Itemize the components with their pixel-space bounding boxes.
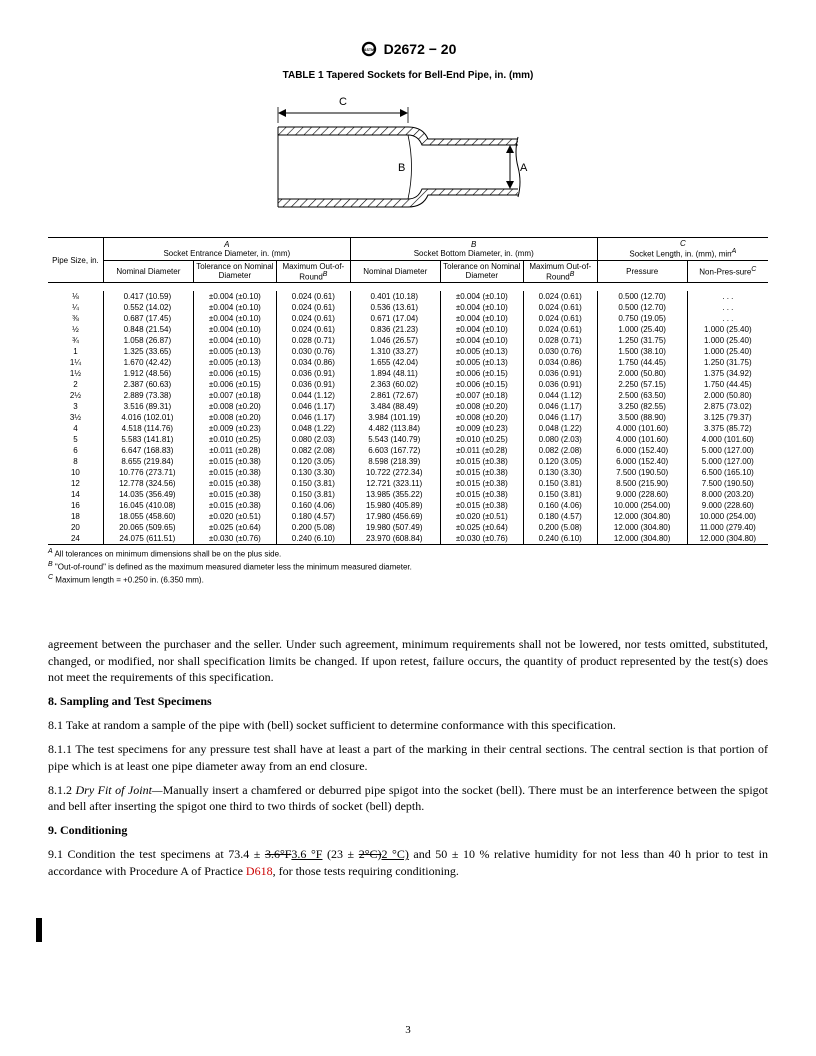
- table-row: ¼0.552 (14.02)±0.004 (±0.10)0.024 (0.61)…: [48, 302, 768, 313]
- p-8-1-2: 8.1.2 Dry Fit of Joint—Manually insert a…: [48, 782, 768, 814]
- svg-text:ASTM: ASTM: [364, 48, 374, 52]
- table-row: 2020.065 (509.65)±0.025 (±0.64)0.200 (5.…: [48, 522, 768, 533]
- table-row: ⅜0.687 (17.45)±0.004 (±0.10)0.024 (0.61)…: [48, 313, 768, 324]
- table-row: 2½2.889 (73.38)±0.007 (±0.18)0.044 (1.12…: [48, 390, 768, 401]
- body-text: agreement between the purchaser and the …: [48, 636, 768, 878]
- page-number: 3: [0, 1024, 816, 1036]
- footnotes: A All tolerances on minimum dimensions s…: [48, 547, 768, 586]
- table-row: ⅛0.417 (10.59)±0.004 (±0.10)0.024 (0.61)…: [48, 291, 768, 302]
- table-row: 1818.055 (458.60)±0.020 (±0.51)0.180 (4.…: [48, 511, 768, 522]
- table-row: 1½1.912 (48.56)±0.006 (±0.15)0.036 (0.91…: [48, 368, 768, 379]
- designation: D2672 − 20: [384, 41, 457, 57]
- change-bar-icon: [36, 918, 42, 942]
- svg-text:C: C: [339, 96, 347, 108]
- table-row: 11.325 (33.65)±0.005 (±0.13)0.030 (0.76)…: [48, 346, 768, 357]
- table-row: 66.647 (168.83)±0.011 (±0.28)0.082 (2.08…: [48, 445, 768, 456]
- p-9-1: 9.1 Condition the test specimens at 73.4…: [48, 846, 768, 878]
- table-row: 88.655 (219.84)±0.015 (±0.38)0.120 (3.05…: [48, 456, 768, 467]
- socket-diagram: B C A: [258, 87, 558, 227]
- page: ASTM D2672 − 20 TABLE 1 Tapered Sockets …: [0, 0, 816, 1056]
- table-row: 1¼1.670 (42.42)±0.005 (±0.13)0.034 (0.86…: [48, 357, 768, 368]
- section-9-title: 9. Conditioning: [48, 822, 768, 838]
- svg-text:A: A: [520, 162, 528, 174]
- page-header: ASTM D2672 − 20: [48, 40, 768, 60]
- table-row: 55.583 (141.81)±0.010 (±0.25)0.080 (2.03…: [48, 434, 768, 445]
- p-agreement: agreement between the purchaser and the …: [48, 636, 768, 685]
- table-row: 44.518 (114.76)±0.009 (±0.23)0.048 (1.22…: [48, 423, 768, 434]
- table-row: ¾1.058 (26.87)±0.004 (±0.10)0.028 (0.71)…: [48, 335, 768, 346]
- section-8-title: 8. Sampling and Test Specimens: [48, 693, 768, 709]
- table-row: 3½4.016 (102.01)±0.008 (±0.20)0.046 (1.1…: [48, 412, 768, 423]
- table-title: TABLE 1 Tapered Sockets for Bell-End Pip…: [48, 70, 768, 81]
- table-row: 1616.045 (410.08)±0.015 (±0.38)0.160 (4.…: [48, 500, 768, 511]
- table-row: ½0.848 (21.54)±0.004 (±0.10)0.024 (0.61)…: [48, 324, 768, 335]
- table-row: 2424.075 (611.51)±0.030 (±0.76)0.240 (6.…: [48, 533, 768, 545]
- svg-text:B: B: [398, 162, 405, 174]
- table-row: 1414.035 (356.49)±0.015 (±0.38)0.150 (3.…: [48, 489, 768, 500]
- table-row: 1010.776 (273.71)±0.015 (±0.38)0.130 (3.…: [48, 467, 768, 478]
- table-row: 33.516 (89.31)±0.008 (±0.20)0.046 (1.17)…: [48, 401, 768, 412]
- table-row: 22.387 (60.63)±0.006 (±0.15)0.036 (0.91)…: [48, 379, 768, 390]
- p-8-1: 8.1 Take at random a sample of the pipe …: [48, 717, 768, 733]
- p-8-1-1: 8.1.1 The test specimens for any pressur…: [48, 741, 768, 773]
- hdr-pipe-size: Pipe Size, in.: [48, 238, 103, 283]
- ref-d618[interactable]: D618: [246, 864, 273, 878]
- astm-logo-icon: ASTM: [360, 40, 378, 58]
- dimensions-table: Pipe Size, in. ASocket Entrance Diameter…: [48, 237, 768, 545]
- table-row: 1212.778 (324.56)±0.015 (±0.38)0.150 (3.…: [48, 478, 768, 489]
